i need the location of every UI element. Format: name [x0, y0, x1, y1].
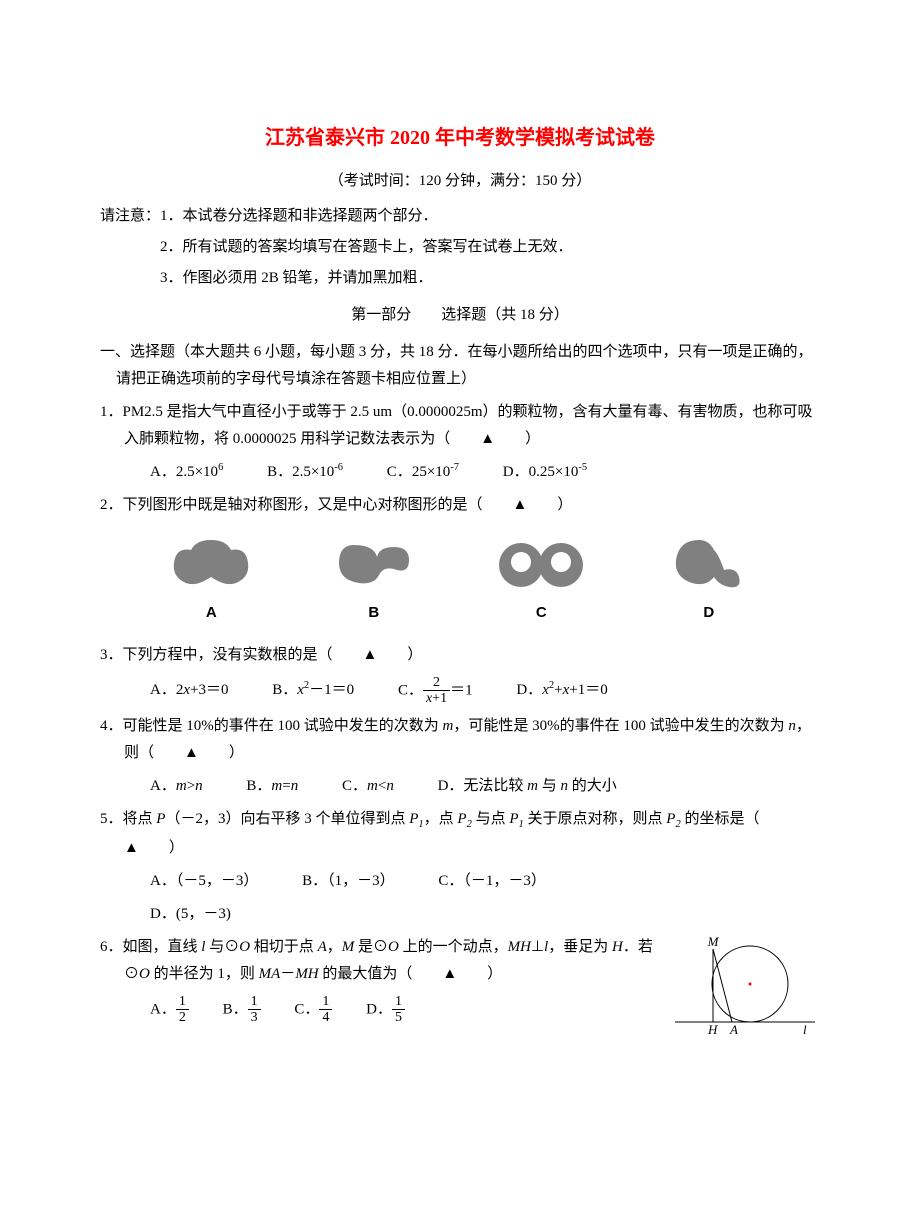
q2-label-a: A	[166, 599, 256, 626]
q5-option-b: B．（1，－3）	[302, 868, 395, 895]
q2-figure-b: B	[329, 535, 419, 626]
q6-option-b: B．13	[223, 994, 261, 1026]
notice-3: 3．作图必须用 2B 铅笔，并请加黑加粗．	[100, 265, 820, 292]
q2-label-b: B	[329, 599, 419, 626]
q3-option-d: D．x2+x+1＝0	[516, 677, 607, 704]
exam-subtitle: （考试时间：120 分钟，满分：150 分）	[100, 168, 820, 195]
q6-option-c: C．14	[294, 994, 332, 1026]
question-4-options: A．m>n B．m=n C．m<n D．无法比较 m 与 n 的大小	[100, 773, 820, 800]
question-2: 2．下列图形中既是轴对称图形，又是中心对称图形的是（ ▲ ）	[100, 492, 820, 519]
svg-text:H: H	[707, 1022, 718, 1037]
svg-text:M: M	[707, 934, 720, 949]
shape-d-icon	[664, 535, 754, 595]
q1-option-c: C．25×10-7	[387, 459, 459, 486]
notice-1: 请注意：1．本试卷分选择题和非选择题两个部分．	[100, 203, 820, 230]
svg-text:l: l	[803, 1022, 807, 1037]
q3-option-a: A．2x+3＝0	[150, 677, 228, 704]
q1-option-d: D．0.25×10-5	[503, 459, 587, 486]
question-1: 1．PM2.5 是指大气中直径小于或等于 2.5 um（0.0000025m）的…	[100, 399, 820, 453]
svg-text:A: A	[729, 1022, 738, 1037]
section-instruction: 一、选择题（本大题共 6 小题，每小题 3 分，共 18 分．在每小题所给出的四…	[100, 339, 820, 393]
shape-c-icon	[491, 535, 591, 595]
q4-option-c: C．m<n	[342, 773, 394, 800]
q6-option-a: A．12	[150, 994, 189, 1026]
q5-option-d: D．(5，－3)	[150, 901, 231, 928]
q4-option-a: A．m>n	[150, 773, 203, 800]
q1-option-b: B．2.5×10-6	[267, 459, 343, 486]
question-5-options-2: D．(5，－3)	[100, 901, 820, 928]
q5-option-a: A．（－5，－3）	[150, 868, 258, 895]
q1-option-a: A．2.5×106	[150, 459, 223, 486]
question-3: 3．下列方程中，没有实数根的是（ ▲ ）	[100, 642, 820, 669]
q5-option-c: C．（－1，－3）	[438, 868, 546, 895]
q4-option-d: D．无法比较 m 与 n 的大小	[438, 773, 617, 800]
circle-tangent-icon: M H A l	[670, 934, 820, 1044]
q4-option-b: B．m=n	[246, 773, 298, 800]
q6-option-d: D．15	[366, 994, 405, 1026]
q2-figure-d: D	[664, 535, 754, 626]
q3-option-b: B．x2－1＝0	[272, 677, 354, 704]
shape-a-icon	[166, 535, 256, 595]
notice-2: 2．所有试题的答案均填写在答题卡上，答案写在试卷上无效．	[100, 234, 820, 261]
section-1-header: 第一部分 选择题（共 18 分）	[100, 302, 820, 329]
q2-label-c: C	[491, 599, 591, 626]
q3-option-c: C．2x+1＝1	[398, 675, 473, 707]
q2-figure-c: C	[491, 535, 591, 626]
question-5-options: A．（－5，－3） B．（1，－3） C．（－1，－3）	[100, 868, 820, 895]
question-3-options: A．2x+3＝0 B．x2－1＝0 C．2x+1＝1 D．x2+x+1＝0	[100, 675, 820, 707]
shape-b-icon	[329, 535, 419, 595]
q2-label-d: D	[664, 599, 754, 626]
exam-title: 江苏省泰兴市 2020 年中考数学模拟考试试卷	[100, 120, 820, 156]
q2-figure-a: A	[166, 535, 256, 626]
question-5: 5．将点 P（－2，3）向右平移 3 个单位得到点 P1，点 P2 与点 P1 …	[100, 806, 820, 862]
question-1-options: A．2.5×106 B．2.5×10-6 C．25×10-7 D．0.25×10…	[100, 459, 820, 486]
question-2-figures: A B C D	[100, 525, 820, 636]
question-4: 4．可能性是 10%的事件在 100 试验中发生的次数为 m，可能性是 30%的…	[100, 713, 820, 767]
q6-figure: M H A l	[670, 934, 820, 1054]
